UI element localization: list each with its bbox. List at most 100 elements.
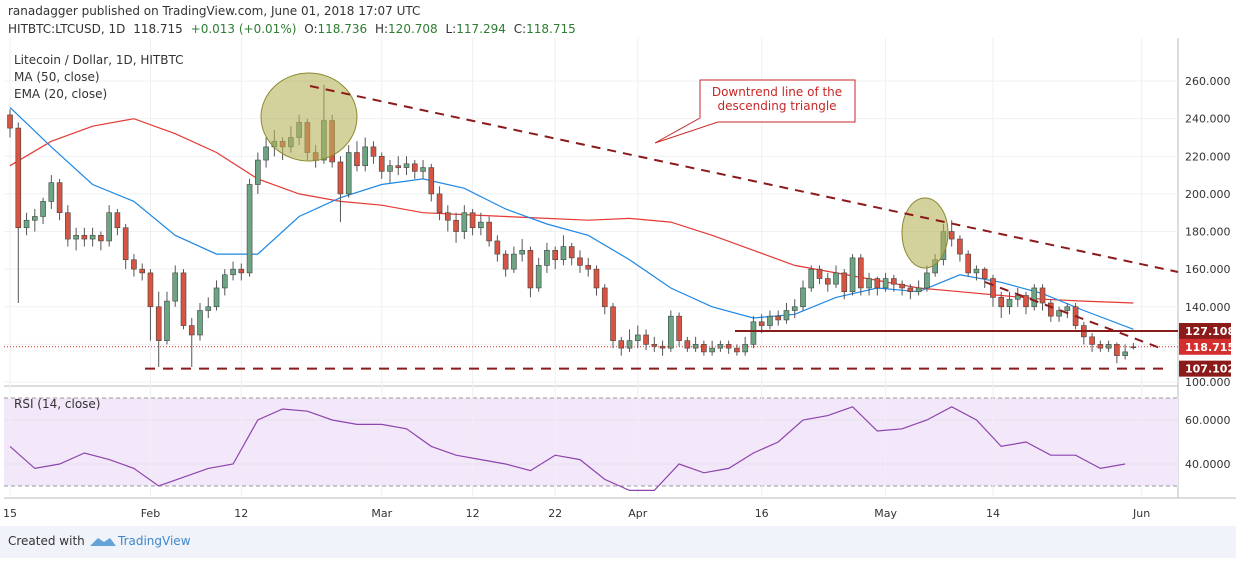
candle-body <box>131 259 137 270</box>
candle-body <box>114 212 121 229</box>
candle-body <box>1105 344 1112 349</box>
candle-body <box>1064 306 1071 311</box>
candle-body <box>428 167 435 195</box>
y-tick-label: 240.000 <box>1185 113 1231 126</box>
candle-body <box>98 234 104 242</box>
y-tick-label: 180.000 <box>1185 226 1231 239</box>
candle-body <box>750 321 757 345</box>
candle-body <box>957 238 963 255</box>
publisher: ranadagger published on TradingView.com,… <box>8 4 420 18</box>
candle-body <box>453 219 459 232</box>
level-box <box>1179 360 1231 377</box>
candle-body <box>775 315 782 321</box>
candle-body <box>238 268 245 274</box>
candle-body <box>585 265 592 270</box>
candle-body <box>511 253 517 270</box>
ohlc-value: 118.715 <box>526 22 576 36</box>
candle-body <box>172 272 179 302</box>
annotation-callout <box>654 79 856 144</box>
candle-body <box>767 315 773 326</box>
y-tick-label: 220.000 <box>1185 150 1231 163</box>
candle-body <box>445 212 451 221</box>
candle-body <box>965 253 971 274</box>
x-tick-label: 15 <box>3 507 17 520</box>
x-tick-label: 12 <box>234 507 248 520</box>
level-label: 127.108 <box>1185 325 1235 338</box>
candle-body <box>858 257 864 289</box>
brand-logo <box>90 538 116 546</box>
candle-body <box>478 221 484 229</box>
candle-body <box>180 272 187 326</box>
candle-body <box>560 246 567 261</box>
candle-body <box>577 257 583 266</box>
candle-body <box>808 268 815 289</box>
candle-body <box>15 127 22 229</box>
downtrend-line <box>309 85 1179 273</box>
candle-body <box>791 306 798 311</box>
candle-body <box>742 344 748 353</box>
candle-body <box>411 163 418 172</box>
last: 118.715 <box>133 22 183 36</box>
y-tick-label: 140.000 <box>1185 301 1231 314</box>
candle-body <box>1023 295 1029 308</box>
candle-body <box>32 216 38 221</box>
ohlc-label: L: <box>446 22 457 36</box>
candle-body <box>1039 287 1046 304</box>
candle-body <box>891 278 897 285</box>
candle-body <box>618 340 625 349</box>
candle-body <box>833 272 839 285</box>
candle-body <box>552 250 558 261</box>
candle-body <box>535 265 542 289</box>
candle-body <box>164 300 170 341</box>
candle-body <box>48 182 55 202</box>
y-tick-label: 200.000 <box>1185 188 1231 201</box>
candle-body <box>610 306 616 341</box>
legend-entry: EMA (20, close) <box>14 87 107 101</box>
candle-body <box>882 278 889 289</box>
candle-body <box>981 268 988 279</box>
change: +0.013 (+0.01%) <box>191 22 297 36</box>
symbol: HITBTC:LTCUSD, 1D <box>8 22 125 36</box>
candle-body <box>1114 344 1120 356</box>
footer-brand[interactable]: TradingView <box>117 534 191 548</box>
candle-body <box>643 334 649 345</box>
candle-body <box>866 278 872 289</box>
candle-body <box>709 347 715 353</box>
candle-body <box>378 155 385 172</box>
annotation-text: descending triangle <box>717 99 836 113</box>
candle-body <box>188 325 195 336</box>
candle-body <box>155 306 162 341</box>
candle-body <box>213 287 220 308</box>
candle-body <box>593 268 600 289</box>
last-price-label: 118.715 <box>1185 341 1235 354</box>
candle-body <box>725 344 732 349</box>
candle-body <box>469 212 476 229</box>
candle-body <box>948 231 955 240</box>
candle-body <box>1014 295 1021 300</box>
candle-body <box>147 272 154 308</box>
ohlc-value: 118.736 <box>318 22 368 36</box>
candle-body <box>701 344 707 353</box>
x-tick-label: 14 <box>986 507 1000 520</box>
candle-body <box>1056 310 1062 317</box>
candle-body <box>568 246 575 259</box>
candle-body <box>1047 302 1054 317</box>
candle-body <box>816 268 823 279</box>
candle-body <box>139 268 145 274</box>
candle-body <box>221 274 228 289</box>
candle-body <box>23 219 30 229</box>
y-tick-label: 260.000 <box>1185 75 1231 88</box>
candle-body <box>494 240 501 255</box>
candle-body <box>246 184 253 274</box>
x-tick-label: Mar <box>371 507 392 520</box>
candle-body <box>255 159 261 185</box>
candle-body <box>626 340 633 349</box>
candle-body <box>990 278 996 298</box>
rsi-tick-label: 60.0000 <box>1185 414 1231 427</box>
candle-body <box>527 250 534 289</box>
candle-body <box>370 146 377 157</box>
candle-body <box>65 212 71 240</box>
candle-body <box>717 344 724 349</box>
symbol-line: HITBTC:LTCUSD, 1D 118.715 +0.013 (+0.01%… <box>8 22 576 36</box>
